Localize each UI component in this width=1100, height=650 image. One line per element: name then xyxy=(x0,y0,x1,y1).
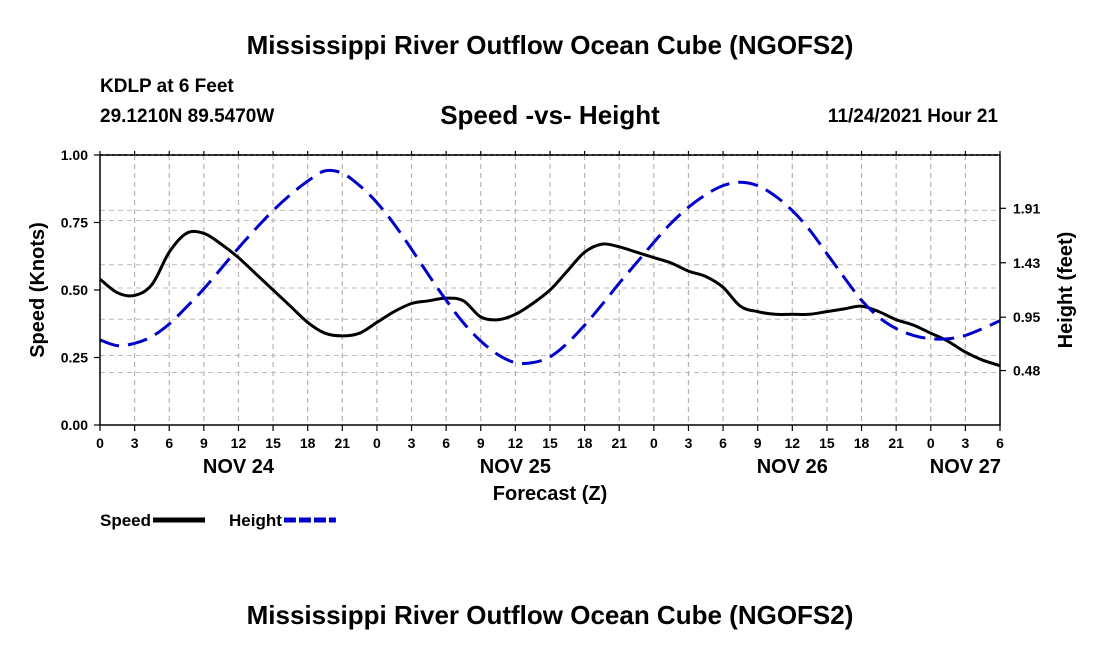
plot-frame xyxy=(94,151,1006,431)
chart-subtitle: Speed -vs- Height xyxy=(440,100,660,130)
x-tick-label: 0 xyxy=(927,435,935,451)
x-tick-label: 3 xyxy=(961,435,969,451)
height-series-line xyxy=(99,168,1001,365)
legend: Speed Height xyxy=(100,511,336,530)
x-tick-label: 15 xyxy=(819,435,835,451)
series-layer xyxy=(99,168,1001,368)
x-tick-label: 18 xyxy=(577,435,593,451)
x-axis-title: Forecast (Z) xyxy=(493,483,607,505)
x-tick-label: 0 xyxy=(373,435,381,451)
date-label: NOV 26 xyxy=(757,456,828,478)
x-tick-label: 15 xyxy=(542,435,558,451)
y-left-axis-title: Speed (Knots) xyxy=(27,222,49,358)
x-tick-label: 18 xyxy=(854,435,870,451)
x-tick-label: 21 xyxy=(335,435,351,451)
date-label: NOV 25 xyxy=(480,456,551,478)
label-layer: 0 3 6 9 12 15 18 21 0 3 6 9 12 15 18 21 0 3 6 9 12 15 18 21 0 3 6 0… xyxy=(27,147,1077,505)
date-label: NOV 24 xyxy=(203,456,275,478)
x-tick-label: 6 xyxy=(442,435,450,451)
speed-series-line xyxy=(99,229,1001,368)
y-left-tick-label: 0.00 xyxy=(61,417,88,433)
x-tick-label: 3 xyxy=(408,435,416,451)
y-left-tick-label: 0.50 xyxy=(61,282,88,298)
x-tick-label: 12 xyxy=(231,435,247,451)
x-tick-label: 3 xyxy=(131,435,139,451)
speed-legend-label: Speed xyxy=(100,511,151,530)
height-legend-label: Height xyxy=(229,511,282,530)
x-tick-label: 21 xyxy=(611,435,627,451)
chart-main-title: Mississippi River Outflow Ocean Cube (NG… xyxy=(246,30,854,60)
y-right-axis-title: Height (feet) xyxy=(1055,232,1077,349)
x-tick-label: 12 xyxy=(508,435,524,451)
y-left-tick-label: 0.25 xyxy=(61,350,88,366)
x-tick-label: 0 xyxy=(650,435,658,451)
y-right-tick-label: 0.95 xyxy=(1013,309,1040,325)
x-tick-label: 12 xyxy=(785,435,801,451)
y-left-tick-label: 0.75 xyxy=(61,215,88,231)
y-right-tick-label: 1.91 xyxy=(1013,200,1040,216)
forecast-run-time: 11/24/2021 Hour 21 xyxy=(827,106,998,127)
x-tick-label: 15 xyxy=(265,435,281,451)
y-right-tick-label: 1.43 xyxy=(1013,255,1040,271)
x-tick-label: 0 xyxy=(96,435,104,451)
x-tick-label: 9 xyxy=(754,435,762,451)
station-coordinates: 29.1210N 89.5470W xyxy=(100,106,275,127)
x-tick-label: 21 xyxy=(888,435,904,451)
x-tick-label: 18 xyxy=(300,435,316,451)
y-right-tick-label: 0.48 xyxy=(1013,363,1040,379)
date-label: NOV 27 xyxy=(930,456,1001,478)
station-name: KDLP at 6 Feet xyxy=(100,76,234,97)
x-tick-label: 9 xyxy=(200,435,208,451)
x-tick-label: 3 xyxy=(685,435,693,451)
x-tick-label: 6 xyxy=(719,435,727,451)
y-left-tick-label: 1.00 xyxy=(61,147,88,163)
x-tick-label: 9 xyxy=(477,435,485,451)
footer-title: Mississippi River Outflow Ocean Cube (NG… xyxy=(246,600,854,630)
x-tick-label: 6 xyxy=(165,435,173,451)
x-tick-label: 6 xyxy=(996,435,1004,451)
